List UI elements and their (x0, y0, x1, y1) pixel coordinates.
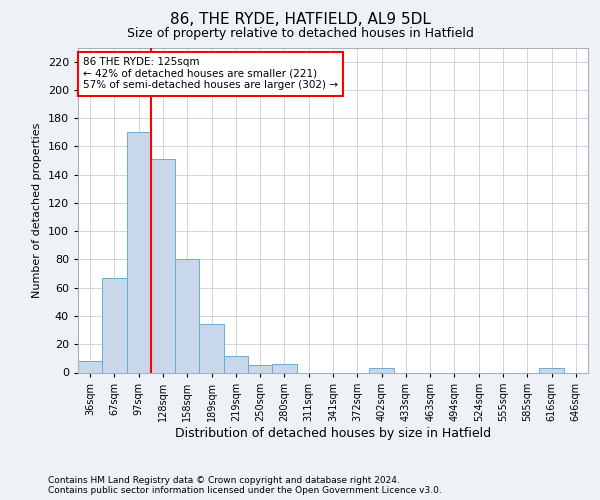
Bar (539, 368, 564, 372)
Text: 86 THE RYDE: 125sqm
← 42% of detached houses are smaller (221)
57% of semi-detac: 86 THE RYDE: 125sqm ← 42% of detached ho… (83, 57, 338, 90)
Bar (175, 260, 199, 372)
Bar (127, 132, 151, 372)
Bar (370, 368, 394, 372)
Bar (272, 364, 296, 372)
Bar (224, 356, 248, 372)
X-axis label: Distribution of detached houses by size in Hatfield: Distribution of detached houses by size … (175, 426, 491, 440)
Bar (78, 361, 102, 372)
Text: Contains public sector information licensed under the Open Government Licence v3: Contains public sector information licen… (48, 486, 442, 495)
Bar (248, 366, 272, 372)
Text: Contains HM Land Registry data © Crown copyright and database right 2024.: Contains HM Land Registry data © Crown c… (48, 476, 400, 485)
Text: Size of property relative to detached houses in Hatfield: Size of property relative to detached ho… (127, 28, 473, 40)
Text: 86, THE RYDE, HATFIELD, AL9 5DL: 86, THE RYDE, HATFIELD, AL9 5DL (170, 12, 430, 28)
Bar (151, 159, 175, 372)
Y-axis label: Number of detached properties: Number of detached properties (32, 122, 42, 298)
Bar (102, 278, 127, 372)
Bar (199, 324, 224, 372)
